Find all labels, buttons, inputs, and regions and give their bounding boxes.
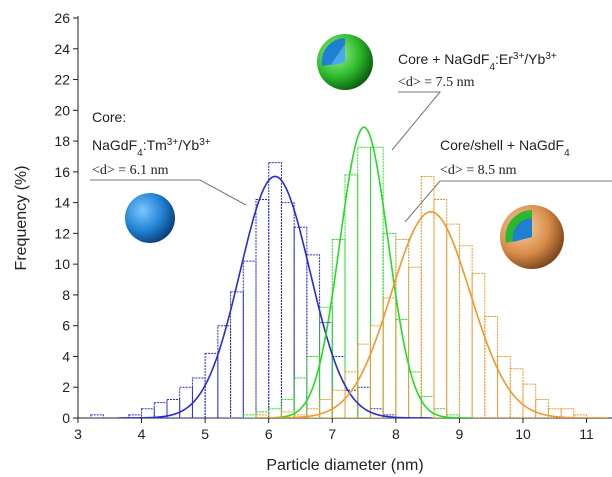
histogram-bar [293,414,308,418]
histogram-bar [280,202,295,418]
histogram-bar [458,245,473,418]
histogram-bar [382,297,397,418]
histogram-bar [433,199,448,418]
histogram-bar [179,386,193,418]
histogram-bar [153,402,168,418]
y-tick-label: 24 [54,41,70,57]
histogram-bar [509,368,524,418]
histogram-bar [306,254,321,418]
annotation-text: Core/shell + NaGdF [440,137,564,153]
histogram-series [255,175,588,418]
fit-curve [253,211,609,418]
histogram-series [242,146,460,418]
histogram-bar [217,325,232,418]
histogram-bar [408,371,422,418]
histogram-bar [166,399,181,418]
annotation-label: Core + NaGdF4:Er3+/Yb3+ [398,51,557,73]
annotation-label: Core: [92,109,126,125]
histogram-bar [420,395,435,418]
histogram-bar [357,146,371,418]
y-tick-label: 0 [62,410,70,426]
annotation-text: NaGdF [92,137,137,153]
histogram-bar [395,239,410,418]
x-tick-label: 10 [515,426,531,442]
histogram-bar [242,414,257,418]
annotation-text: 3+ [513,51,525,62]
histogram-bar [357,386,371,418]
histogram-bar [191,377,206,418]
annotation-mean: <d> = 6.1 nm [92,163,169,178]
y-tick-label: 12 [54,225,70,241]
y-tick-label: 2 [62,379,70,395]
sphere-core-shell [317,34,373,90]
histogram-bar [255,199,270,418]
histogram-bar [369,325,384,418]
annotation-text: /Yb [178,137,199,153]
y-tick-label: 6 [62,318,70,334]
x-tick-label: 7 [328,426,336,442]
histogram-bar [471,272,486,418]
histogram-bar [547,408,562,418]
annotation-text: Core: [92,109,126,125]
annotation-text: 4 [137,148,143,159]
histogram-bar [204,352,219,418]
plot-area [90,126,609,418]
y-axis-title: Frequency (%) [13,166,30,271]
sphere-core-shell-shell [500,205,564,269]
histogram-bar [319,399,333,418]
y-tick-label: 20 [54,102,70,118]
annotation-text: 3+ [199,137,211,148]
annotation-text: 3+ [167,137,179,148]
histogram-bar [344,174,359,418]
histogram-bar [268,162,282,418]
x-tick-label: 9 [456,426,464,442]
histogram-bar [522,383,537,418]
histogram-bar [344,371,359,418]
y-tick-label: 10 [54,256,70,272]
histogram-bar [357,343,371,418]
histogram-bar [293,226,308,418]
y-tick-label: 22 [54,72,70,88]
histogram-bar [319,306,333,418]
x-axis-title: Particle diameter (nm) [266,457,423,474]
annotation-text: 4 [564,148,570,159]
y-tick-label: 8 [62,287,70,303]
annotation-mean: <d> = 8.5 nm [440,163,517,178]
y-tick-label: 18 [54,133,70,149]
histogram-bar [242,260,257,418]
x-tick-label: 5 [201,426,209,442]
annotation-label: Core/shell + NaGdF4 [440,137,570,159]
y-tick-label: 4 [62,348,70,364]
histogram-bar [484,315,499,418]
histogram-bar [230,291,244,418]
annotation-text: 4 [489,62,495,73]
histogram-bar [331,389,346,418]
x-tick-label: 6 [265,426,273,442]
annotation-text: Core + NaGdF [398,51,489,67]
fit-curve [117,175,433,418]
histogram-bar [293,377,308,418]
x-tick-label: 8 [392,426,400,442]
sphere-core [125,193,175,243]
annotation-label: NaGdF4:Tm3+/Yb3+ [92,137,211,159]
histogram-bar [90,414,104,418]
annotation-text: :Er [495,51,513,67]
histogram-bar [331,355,346,418]
histogram-bar [306,408,321,418]
histogram-bar [141,408,155,418]
annotation-mean: <d> = 7.5 nm [398,75,475,90]
x-tick-label: 11 [579,426,594,442]
fit-curve [255,126,473,418]
annotation-text: /Yb [524,51,545,67]
x-tick-label: 4 [138,426,146,442]
histogram-bar [331,239,346,418]
y-tick-label: 16 [54,164,70,180]
x-tick-label: 3 [74,426,82,442]
histogram-bar [382,232,397,418]
annotation-text: :Tm [143,137,167,153]
annotation-text: 3+ [545,51,557,62]
y-tick-label: 26 [54,10,70,26]
y-tick-label: 14 [54,195,70,211]
